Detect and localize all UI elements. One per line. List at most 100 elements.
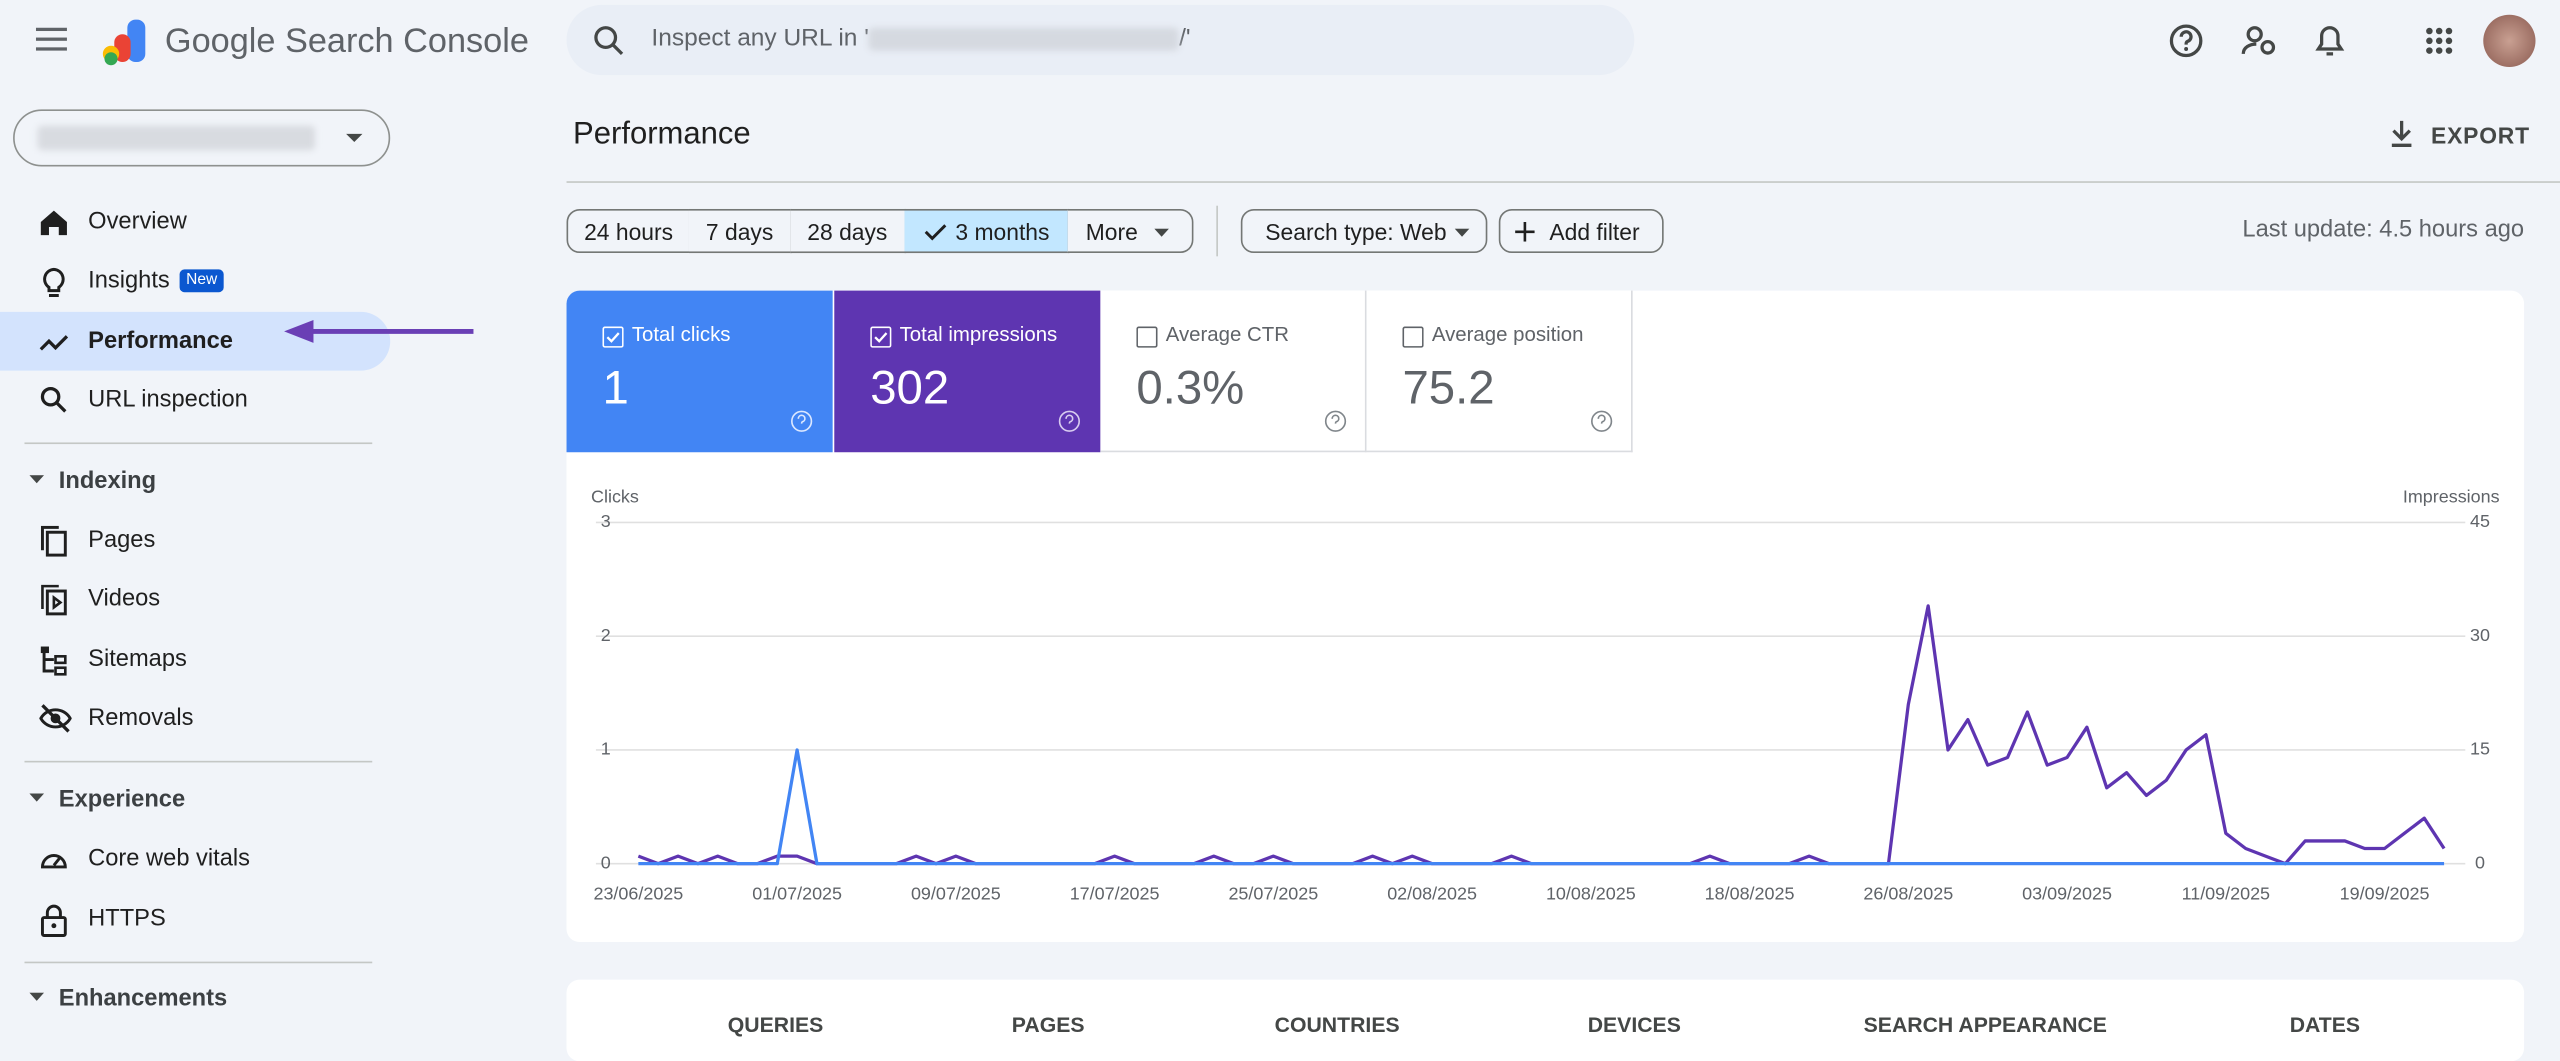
y2-tick-label: 30 — [2470, 625, 2490, 645]
apps-icon[interactable] — [2424, 26, 2453, 55]
nav-label: Sitemaps — [88, 646, 187, 673]
arrow-annotation — [284, 320, 474, 343]
nav-label: Removals — [88, 705, 194, 732]
property-selector[interactable] — [13, 109, 391, 167]
help-icon — [1591, 410, 1613, 432]
metric-card[interactable]: Average position 75.2 — [1366, 290, 1633, 453]
nav-item[interactable]: Insights New — [0, 251, 390, 310]
divider — [24, 442, 373, 445]
date-filter[interactable]: 28 days — [790, 208, 907, 254]
metric-card[interactable]: Total clicks 1 — [566, 290, 833, 453]
product-name: Google Search Console — [164, 22, 529, 61]
y2-axis-label: Impressions — [2403, 487, 2500, 507]
nav-label: URL inspection — [88, 386, 248, 414]
y2-tick-label: 15 — [2470, 739, 2490, 759]
gauge-icon — [40, 854, 67, 869]
help-icon — [1324, 410, 1347, 432]
menu-icon[interactable] — [35, 26, 69, 52]
search-type-filter[interactable]: Search type: Web — [1240, 208, 1488, 254]
blurred-url — [868, 26, 1180, 50]
nav-item[interactable]: Pages — [0, 511, 390, 570]
x-tick-label: 11/09/2025 — [2182, 883, 2270, 903]
trend-icon — [39, 335, 69, 351]
date-filter[interactable]: 7 days — [688, 208, 792, 254]
y-tick-label: 0 — [601, 852, 611, 872]
search-icon — [40, 386, 67, 413]
metric-value: 75.2 — [1402, 362, 1495, 415]
avatar[interactable] — [2483, 14, 2536, 67]
bulb-icon — [43, 267, 65, 297]
tab[interactable]: SEARCH APPEARANCE — [1863, 1012, 2107, 1037]
y-tick-label: 2 — [601, 625, 611, 645]
nav-label: Performance — [88, 328, 233, 355]
section-title: Experience — [58, 786, 186, 814]
help-icon[interactable] — [2168, 23, 2204, 59]
checkbox — [1136, 326, 1158, 348]
series-line — [637, 604, 2446, 866]
metric-value: 1 — [602, 362, 629, 415]
section-title: Indexing — [58, 468, 157, 495]
separator — [1216, 205, 1218, 257]
metric-label: Average CTR — [1165, 323, 1289, 347]
nav-item[interactable]: Overview — [0, 193, 390, 252]
y2-tick-label: 45 — [2470, 511, 2490, 531]
x-tick-label: 23/06/2025 — [593, 883, 683, 903]
section-title: Enhancements — [58, 986, 228, 1013]
search-prefix: Inspect any URL in ' — [651, 24, 869, 53]
download-icon — [2391, 120, 2412, 147]
checkbox-checked — [870, 326, 892, 348]
x-tick-label: 19/09/2025 — [2340, 883, 2430, 903]
date-filter-label: More — [1085, 218, 1138, 245]
home-icon — [40, 210, 67, 236]
tab[interactable]: COUNTRIES — [1274, 1012, 1400, 1037]
nav-item[interactable]: Sitemaps — [0, 630, 390, 689]
nav-item[interactable]: HTTPS — [0, 890, 390, 949]
caret — [29, 992, 45, 1001]
nav-item[interactable]: Videos — [0, 570, 390, 629]
nav-label: Pages — [88, 527, 156, 554]
notifications-icon[interactable] — [2313, 21, 2346, 60]
new-badge: New — [179, 269, 224, 293]
search-icon — [594, 26, 624, 56]
nav-item[interactable]: Core web vitals — [0, 829, 390, 888]
caret — [1454, 228, 1470, 237]
x-tick-label: 17/07/2025 — [1070, 883, 1160, 903]
tab[interactable]: DATES — [2289, 1012, 2361, 1037]
tab[interactable]: PAGES — [1011, 1012, 1085, 1037]
series-line — [638, 748, 2445, 866]
x-tick-label: 01/07/2025 — [752, 883, 842, 903]
metric-value: 302 — [870, 362, 950, 415]
divider — [24, 760, 373, 763]
date-filter[interactable]: 24 hours — [566, 208, 691, 254]
divider — [24, 961, 373, 964]
date-filter-selected[interactable]: 3 months — [904, 208, 1070, 254]
y-tick-label: 1 — [601, 739, 611, 759]
nav-item-selected[interactable]: Performance — [0, 311, 391, 371]
nav-label: Videos — [88, 586, 161, 613]
caret — [1154, 228, 1169, 237]
nav-label: HTTPS — [88, 906, 166, 933]
date-filter-more[interactable]: More — [1067, 208, 1194, 254]
tab[interactable]: QUERIES — [727, 1012, 824, 1037]
nav-item[interactable]: URL inspection — [0, 371, 390, 430]
tab[interactable]: DEVICES — [1587, 1012, 1681, 1037]
metric-card[interactable]: Average CTR 0.3% — [1100, 290, 1367, 453]
removals-icon — [39, 704, 72, 733]
videos-icon — [41, 584, 67, 616]
last-update: Last update: 4.5 hours ago — [2242, 217, 2525, 244]
help-icon — [791, 410, 813, 432]
settings-icon[interactable] — [2240, 23, 2279, 59]
page-title: Performance — [573, 117, 751, 152]
pages-icon — [40, 525, 67, 557]
y-axis-label: Clicks — [591, 487, 639, 507]
filter-label: Add filter — [1549, 218, 1640, 245]
metric-card[interactable]: Total impressions 302 — [834, 290, 1101, 453]
x-tick-label: 09/07/2025 — [911, 883, 1001, 903]
help-icon — [1058, 410, 1080, 432]
nav-item[interactable]: Removals — [0, 689, 390, 748]
export-button[interactable]: EXPORT — [2431, 122, 2530, 149]
add-filter-button[interactable]: Add filter — [1498, 208, 1664, 254]
caret — [29, 475, 45, 484]
